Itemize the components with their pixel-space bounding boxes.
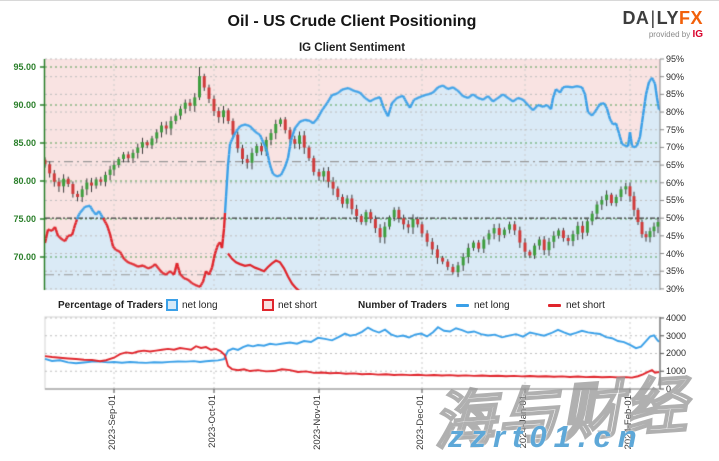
pct-axis-label: 80% <box>666 107 685 118</box>
pct-axis-label: 65% <box>666 160 685 171</box>
pct-axis-label: 70% <box>666 142 685 153</box>
pct-axis-label: 55% <box>666 195 685 206</box>
logo-da: DA <box>622 8 650 28</box>
count-axis-label: 3000 <box>666 330 687 341</box>
chart-subtitle: IG Client Sentiment <box>298 42 406 54</box>
ig-logo: IG <box>692 29 703 40</box>
price-axis-label: 85.00 <box>13 138 36 148</box>
pct-net-short-swatch-icon <box>262 299 274 311</box>
provided-by-text: provided by <box>648 30 691 39</box>
pct-axis-label: 30% <box>666 283 685 294</box>
price-axis-label: 95.00 <box>13 62 36 72</box>
count-axis-label: 2000 <box>666 348 687 359</box>
num-net-short-line-icon <box>548 303 561 307</box>
num-net-long-line-icon <box>456 303 469 307</box>
count-axis-label: 0 <box>666 384 672 394</box>
logo-fx: FX <box>678 8 703 28</box>
pct-net-long-swatch-icon <box>166 299 178 311</box>
price-axis-label: 80.00 <box>13 176 36 186</box>
legend-num-net-short: net short <box>548 298 605 312</box>
provided-by-ig: provided by IG <box>622 30 703 40</box>
date-axis-label: 2023-Dec-01 <box>415 395 426 450</box>
pct-axis-label: 40% <box>666 248 685 259</box>
pct-axis-label: 35% <box>666 266 685 277</box>
dailyfx-wordmark: DA|LYFX <box>622 9 703 27</box>
pct-axis-label: 75% <box>666 124 685 135</box>
pct-axis-label: 90% <box>666 71 685 82</box>
date-axis-label: 2023-Nov-01 <box>312 395 323 450</box>
price-axis-label: 70.00 <box>13 252 36 262</box>
legend-num-net-short-label: net short <box>566 299 605 311</box>
dailyfx-logo: DA|LYFX provided by IG <box>622 9 703 40</box>
count-axis-label: 1000 <box>666 366 687 377</box>
legend-num-net-long: net long <box>456 298 510 312</box>
logo-bar: | <box>650 8 656 28</box>
page-title: Oil - US Crude Client Positioning <box>227 13 477 30</box>
date-axis-label: 2023-Sep-01 <box>107 395 118 450</box>
watermark-url-text: zzrt01.cn <box>448 419 644 454</box>
price-axis-label: 90.00 <box>13 100 36 110</box>
legend-num-group-title: Number of Traders <box>358 299 447 311</box>
pct-axis-label: 45% <box>666 230 685 241</box>
legend-pct-net-short-label: net short <box>278 299 317 311</box>
legend-pct-net-short: net short <box>262 298 317 312</box>
pct-axis-label: 85% <box>666 89 685 100</box>
count-axis-label: 4000 <box>666 312 687 323</box>
legend-pct-net-long: net long <box>166 298 218 312</box>
legend-pct-group-title: Percentage of Traders <box>58 299 164 311</box>
pct-axis-label: 95% <box>666 54 685 64</box>
price-axis-label: 75.00 <box>13 214 36 224</box>
legend-pct-net-long-label: net long <box>182 299 218 311</box>
date-axis-label: 2023-Oct-01 <box>207 395 218 448</box>
pct-axis-label: 60% <box>666 177 685 188</box>
pct-axis-label: 50% <box>666 213 685 224</box>
legend-num-net-long-label: net long <box>474 299 510 311</box>
logo-ly: LY <box>656 8 679 28</box>
